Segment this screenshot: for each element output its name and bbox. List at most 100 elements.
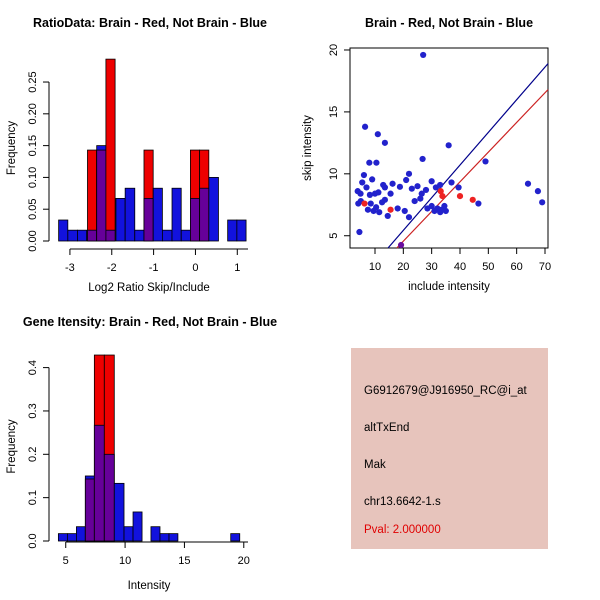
- y-tick-label: 0.2: [27, 447, 39, 462]
- data-point-blue: [534, 188, 542, 195]
- data-point-blue: [414, 183, 421, 190]
- data-point-blue: [428, 178, 435, 185]
- data-point-blue: [384, 212, 391, 220]
- data-point-blue: [366, 159, 373, 166]
- histogram-bar-blue: [152, 187, 163, 242]
- panel-title: Gene Itensity: Brain - Red, Not Brain - …: [23, 315, 277, 329]
- data-point-blue: [405, 170, 413, 177]
- y-tick-label: 10: [328, 168, 340, 180]
- data-point-red: [387, 206, 394, 213]
- histogram-bar-blue: [77, 229, 88, 242]
- x-tick-label: -3: [65, 262, 75, 274]
- x-tick-label: 0: [192, 262, 198, 274]
- histogram-bar-blue: [208, 177, 219, 242]
- data-point-blue: [448, 179, 455, 186]
- data-point-blue: [475, 200, 482, 207]
- x-tick-label: 60: [511, 261, 523, 273]
- x-tick-label: 20: [397, 261, 409, 273]
- histogram-bar-blue: [67, 229, 78, 242]
- data-point-blue: [442, 207, 449, 215]
- data-point-blue: [445, 142, 452, 149]
- y-tick-label: 0.1: [27, 490, 39, 505]
- histogram-bar-overlap: [105, 229, 116, 242]
- pval-text: Pval: 2.000000: [364, 524, 441, 536]
- data-point-blue: [420, 51, 427, 59]
- x-tick-label: 20: [238, 555, 250, 567]
- data-point-blue: [373, 204, 380, 211]
- regression-line_blue: [387, 63, 549, 249]
- x-tick-label: 10: [369, 261, 381, 273]
- histogram-bar-blue: [159, 533, 170, 542]
- data-point-blue: [405, 214, 413, 221]
- data-point-blue: [524, 180, 532, 187]
- event-type-text: altTxEnd: [364, 422, 410, 434]
- histogram-bar-blue: [150, 526, 161, 542]
- data-point-red: [361, 200, 368, 207]
- data-point-blue: [364, 206, 372, 213]
- histogram-bar-blue: [132, 511, 143, 542]
- histogram-bar-blue: [134, 229, 145, 242]
- x-tick-label: 15: [178, 555, 190, 567]
- y-axis-title: Frequency: [6, 121, 18, 176]
- x-tick-label: 1: [234, 262, 240, 274]
- x-tick-label: 5: [63, 555, 69, 567]
- y-tick-label: 0.4: [27, 360, 39, 375]
- histogram-bar-blue: [161, 229, 173, 242]
- data-point-blue: [419, 155, 426, 163]
- data-point-blue: [396, 183, 404, 190]
- plot-box: [349, 47, 549, 249]
- histogram-bar-overlap: [96, 149, 107, 242]
- data-point-blue: [374, 131, 381, 138]
- data-point-blue: [482, 158, 489, 165]
- data-point-blue: [381, 139, 389, 146]
- x-axis-title: Intensity: [128, 580, 171, 592]
- histogram-bar-red: [87, 149, 98, 242]
- data-point-blue: [356, 228, 363, 236]
- data-point-blue: [361, 123, 369, 130]
- data-point-blue: [455, 184, 462, 191]
- x-axis-title: Log2 Ratio Skip/Include: [88, 282, 209, 294]
- probe-id-text: G6912679@J916950_RC@i_at: [364, 385, 527, 397]
- data-point-blue: [381, 196, 389, 203]
- data-point-blue: [394, 205, 401, 212]
- panel-title: RatioData: Brain - Red, Not Brain - Blue: [33, 16, 267, 30]
- data-point-blue: [437, 181, 444, 189]
- histogram-bar-overlap: [93, 424, 105, 542]
- data-point-blue: [366, 191, 373, 198]
- x-tick-label: 40: [454, 261, 466, 273]
- histogram-bar-blue: [76, 526, 86, 542]
- data-point-red: [456, 193, 464, 200]
- x-tick-label: 70: [539, 261, 551, 273]
- data-point-blue: [417, 195, 424, 202]
- data-point-red: [439, 193, 446, 200]
- data-point-blue: [441, 202, 448, 210]
- histogram-bar-blue: [168, 533, 179, 542]
- data-point-blue: [363, 184, 370, 191]
- y-axis-title: Frequency: [6, 419, 18, 474]
- data-point-blue: [373, 159, 380, 166]
- y-tick-label: 20: [328, 44, 340, 56]
- y-tick-label: 0.00: [27, 230, 39, 251]
- data-point-blue: [411, 197, 418, 205]
- data-point-blue: [408, 185, 415, 192]
- data-point-blue: [357, 190, 364, 197]
- data-point-red: [469, 196, 476, 203]
- histogram-bar-blue: [66, 533, 77, 542]
- data-point-blue: [359, 179, 366, 186]
- data-point-blue: [428, 202, 435, 210]
- y-tick-label: 5: [328, 233, 340, 239]
- histogram-bar-overlap: [143, 197, 154, 242]
- histogram-bar-overlap: [199, 187, 210, 242]
- y-tick-label: 0.0: [27, 533, 39, 548]
- histogram-bar-blue: [58, 219, 69, 242]
- data-point-blue: [355, 200, 362, 207]
- histogram-bar-overlap: [190, 197, 201, 242]
- y-tick-label: 15: [328, 106, 340, 118]
- data-point-blue: [403, 176, 410, 184]
- histogram-bar-blue: [113, 482, 125, 542]
- gene-info-panel: G6912679@J916950_RC@i_at altTxEnd Mak ch…: [351, 348, 548, 549]
- y-tick-label: 0.05: [27, 198, 39, 219]
- panel-title: Brain - Red, Not Brain - Blue: [365, 16, 533, 30]
